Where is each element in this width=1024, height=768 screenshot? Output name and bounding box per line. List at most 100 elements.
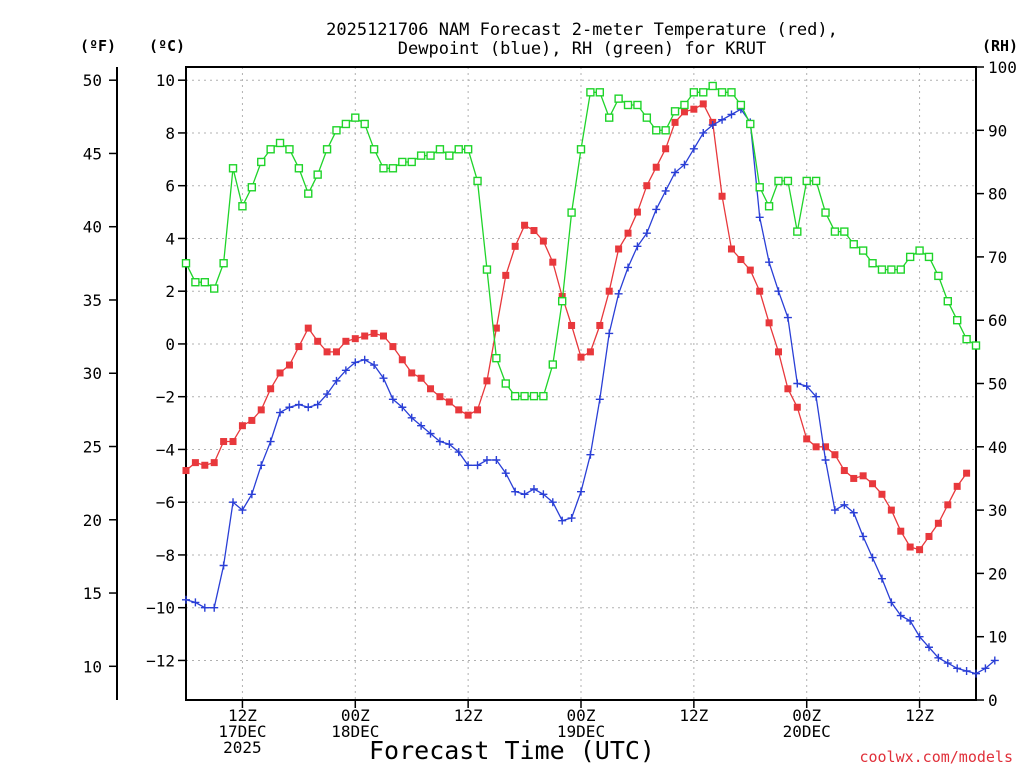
fahrenheit-tick-label: 25: [83, 438, 102, 457]
dewpoint-point: [896, 611, 905, 620]
rh-tick-label: 20: [988, 564, 1007, 583]
dewpoint-point: [718, 115, 727, 124]
rh-point: [699, 88, 708, 97]
dewpoint-point: [247, 490, 256, 499]
x-tick-label: 20DEC: [783, 722, 831, 741]
dewpoint-point: [990, 656, 999, 665]
2-meter-temperature-point: [746, 266, 754, 274]
dewpoint-point: [755, 213, 764, 222]
2-meter-temperature-point: [295, 343, 303, 351]
2-meter-temperature-point: [314, 337, 322, 345]
dewpoint-point: [482, 455, 491, 464]
celsius-tick-label: −8: [156, 546, 175, 565]
celsius-tick-label: 4: [165, 229, 175, 248]
celsius-tick-label: −2: [156, 388, 175, 407]
dewpoint-point: [238, 506, 247, 515]
2-meter-temperature-point: [568, 321, 576, 329]
2-meter-temperature-point: [756, 287, 764, 295]
rh-tick-label: 30: [988, 501, 1007, 520]
rh-point: [877, 265, 887, 274]
rh-point: [379, 164, 388, 173]
rh-point: [285, 145, 294, 154]
rh-tick-label: 0: [988, 691, 998, 710]
rh-point: [642, 113, 652, 122]
2-meter-temperature-point: [963, 469, 971, 477]
dewpoint-point: [417, 421, 426, 430]
rh-point: [793, 227, 802, 236]
dewpoint-point: [765, 258, 774, 267]
x-tick-label: 12Z: [905, 706, 934, 725]
dewpoint-point: [285, 403, 294, 412]
rh-point: [445, 151, 454, 160]
rh-point: [830, 227, 840, 236]
2-meter-temperature-point: [220, 438, 228, 446]
plot-frame: [185, 66, 977, 701]
2-meter-temperature-point: [596, 321, 604, 329]
2-meter-temperature-point: [285, 361, 293, 369]
2-meter-temperature-point: [652, 163, 660, 171]
rh-point: [238, 202, 247, 211]
dewpoint-point: [868, 553, 877, 562]
dewpoint-point: [708, 121, 717, 130]
dewpoint-point: [906, 616, 915, 625]
rh-point: [313, 170, 322, 179]
dewpoint-point: [323, 390, 332, 399]
2-meter-temperature-point: [267, 385, 275, 393]
rh-point: [605, 113, 614, 122]
2-meter-temperature-point: [699, 100, 707, 108]
dewpoint-point: [915, 632, 924, 641]
celsius-tick-label: −10: [146, 599, 175, 618]
dewpoint-point: [802, 382, 811, 391]
rh-point: [736, 100, 746, 110]
dewpoint-point: [294, 400, 303, 409]
rh-point: [727, 88, 736, 97]
rh-point: [689, 88, 699, 97]
rh-point: [482, 265, 492, 274]
rh-point: [708, 81, 717, 91]
rh-point: [896, 265, 905, 274]
2-meter-temperature-point: [191, 459, 199, 467]
x-tick-label: 12Z: [228, 706, 257, 725]
2-meter-temperature-point: [878, 490, 886, 498]
2-meter-temperature-point: [840, 467, 848, 475]
dewpoint-point: [633, 242, 642, 251]
2-meter-temperature-point: [643, 182, 651, 190]
2-meter-temperature-point: [850, 474, 858, 482]
dewpoint-point: [266, 437, 275, 446]
rh-tick-label: 60: [988, 311, 1007, 330]
rh-point: [435, 145, 445, 154]
dewpoint-point: [200, 603, 209, 612]
2-meter-temperature-point: [934, 519, 942, 527]
rh-point: [275, 138, 285, 148]
dewpoint-point: [793, 379, 802, 388]
rh-point: [717, 88, 727, 97]
2-meter-temperature-point: [361, 332, 369, 340]
dewpoint-point: [501, 469, 510, 478]
2-meter-temperature-point: [238, 422, 246, 430]
2-meter-temperature-point: [803, 435, 811, 443]
2-meter-temperature-point: [775, 348, 782, 356]
2-meter-temperature-point: [831, 451, 839, 459]
rh-point: [266, 145, 275, 154]
fahrenheit-tick-label: 30: [83, 364, 102, 383]
2-meter-temperature-point: [624, 229, 632, 237]
dewpoint-point: [548, 498, 557, 507]
dewpoint-point: [943, 659, 952, 668]
rh-point: [962, 334, 971, 344]
fahrenheit-tick-label: 40: [83, 218, 102, 237]
2-meter-temperature-point: [662, 145, 670, 153]
dewpoint-point: [727, 110, 736, 119]
x-tick-label: 18DEC: [331, 722, 379, 741]
rh-point: [858, 246, 868, 255]
dewpoint-point: [689, 144, 698, 153]
dewpoint-point: [859, 532, 868, 541]
rh-tick-label: 70: [988, 248, 1007, 267]
dewpoint-point: [388, 395, 397, 404]
rh-point: [783, 176, 793, 186]
fahrenheit-tick-label: 15: [83, 584, 102, 603]
fahrenheit-tick-label: 10: [83, 657, 102, 676]
rh-point: [191, 278, 200, 287]
dewpoint-point: [812, 392, 821, 401]
2-meter-temperature-point: [897, 527, 905, 535]
